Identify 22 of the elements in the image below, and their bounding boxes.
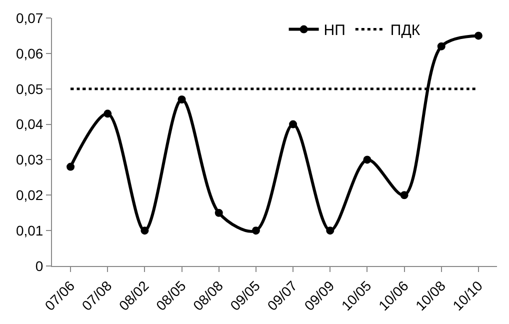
point [104,110,112,118]
point [400,191,408,200]
point [363,156,372,164]
point [140,226,149,235]
legend-label: ПДК [390,22,420,40]
y-tick-label: 0,02 [16,187,44,204]
point [474,32,482,40]
y-tick-label: 0,06 [16,45,44,62]
point [178,95,186,104]
y-tick-label: 0,05 [16,80,44,97]
point [326,226,334,235]
y-tick-label: 0,07 [16,10,44,26]
point [437,42,446,50]
y-tick-label: 0,03 [16,152,44,168]
y-tick-label: 0,01 [16,222,44,238]
point [252,226,260,235]
y-tick-label: 0 [35,258,44,274]
point [214,208,223,217]
point [289,120,298,128]
y-tick-label: 0,04 [16,116,44,132]
legend-label: НП [324,22,346,40]
point [66,162,75,171]
